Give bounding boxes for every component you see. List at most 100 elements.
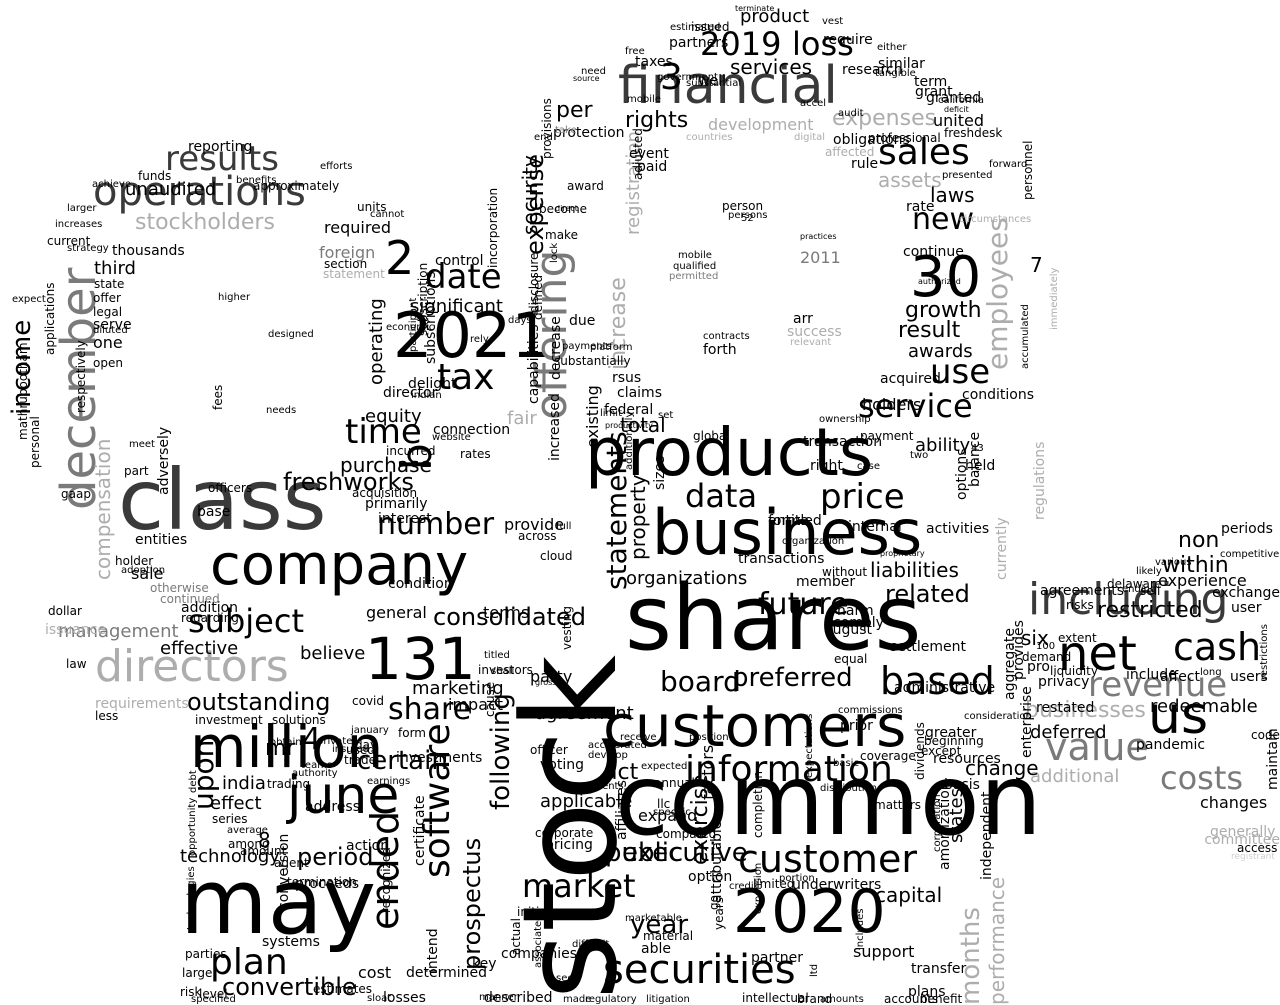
cloud-word: third	[94, 258, 136, 279]
cloud-word: redeemable	[1150, 696, 1258, 717]
cloud-word: within	[1162, 553, 1229, 578]
cloud-word: competitive	[1220, 549, 1280, 560]
cloud-word: laws	[930, 183, 975, 207]
cloud-word: partners	[669, 35, 729, 51]
cloud-word: 131	[365, 625, 476, 693]
cloud-word: private	[317, 736, 353, 747]
cloud-word: freshdesk	[944, 126, 1003, 140]
cloud-word: make	[545, 228, 578, 242]
cloud-word: 2020	[733, 877, 886, 947]
cloud-word: 2021	[393, 299, 551, 372]
cloud-word: users	[1230, 669, 1268, 685]
cloud-word: held	[965, 458, 996, 474]
cloud-word: california	[938, 95, 985, 106]
cloud-word: annual	[654, 776, 695, 790]
cloud-word: consideration	[964, 711, 1032, 722]
cloud-word: become	[539, 202, 588, 216]
cloud-word: position	[689, 732, 729, 743]
cloud-word: vest	[822, 16, 844, 27]
cloud-word: security	[518, 155, 542, 235]
cloud-word: officers	[208, 481, 253, 495]
cloud-word: digital	[794, 132, 826, 143]
cloud-word: plan	[210, 942, 288, 983]
cloud-word: determined	[406, 965, 488, 981]
cloud-word: continue	[903, 244, 964, 260]
cloud-word: termination	[287, 875, 357, 889]
cloud-word: non	[1178, 528, 1220, 553]
cloud-word: user	[1231, 600, 1262, 616]
cloud-word: direct	[555, 204, 578, 213]
cloud-word: recognized	[379, 847, 393, 913]
cloud-word: rates	[460, 447, 491, 461]
cloud-word: open	[93, 356, 123, 370]
cloud-word: statement	[323, 267, 385, 281]
cloud-word: requirements	[95, 696, 189, 712]
cloud-word: assets	[878, 168, 942, 192]
cloud-word: source	[573, 74, 600, 83]
cloud-word: systems	[262, 934, 320, 950]
cloud-word: rsus	[612, 370, 642, 386]
cloud-word: global	[693, 429, 730, 443]
cloud-word: shares	[625, 566, 922, 671]
cloud-word: technology	[180, 846, 280, 867]
cloud-word: expect	[12, 294, 46, 305]
cloud-word: stockholders	[135, 210, 275, 235]
cloud-word: state	[94, 277, 125, 291]
cloud-word: forward	[989, 159, 1028, 170]
cloud-word: operations	[93, 169, 306, 215]
cloud-word: earnings	[367, 776, 411, 787]
cloud-word: services	[730, 55, 813, 79]
cloud-word: law	[66, 657, 87, 671]
cloud-word: costs	[1160, 759, 1244, 797]
cloud-word: due	[569, 313, 596, 329]
cloud-word: mathrubootham	[16, 342, 30, 440]
cloud-word: products	[585, 414, 874, 491]
cloud-word: acquired	[880, 371, 941, 387]
cloud-word: vesting	[560, 606, 574, 650]
cloud-word: increased	[547, 393, 563, 461]
cloud-word: part	[124, 464, 149, 478]
cloud-word: restricted	[1097, 598, 1203, 623]
cloud-word: terminate	[735, 4, 775, 13]
cloud-word: difficult	[572, 939, 610, 950]
cloud-word: offer	[93, 291, 121, 305]
cloud-word: respectively	[74, 340, 88, 413]
cloud-word: intellectual	[742, 991, 809, 1005]
cloud-word: deficit	[944, 105, 969, 114]
cloud-word: product	[740, 6, 810, 27]
cloud-word: prospectus	[458, 837, 486, 970]
cloud-word: presented	[942, 170, 993, 181]
cloud-word: mr	[265, 736, 296, 761]
cloud-word: audit	[838, 108, 864, 119]
cloud-word: limited	[753, 877, 795, 891]
cloud-word: option	[688, 869, 733, 885]
cloud-word: large	[182, 966, 213, 980]
cloud-word: forth	[703, 342, 737, 358]
cloud-word: january	[351, 725, 389, 736]
cloud-word: agreements	[1040, 583, 1125, 599]
cloud-word: value	[1045, 725, 1149, 769]
cloud-word: internal	[848, 519, 902, 535]
cloud-word: opportunity	[187, 797, 198, 856]
cloud-word: june	[287, 766, 400, 826]
cloud-word: performance	[985, 876, 1009, 1005]
cloud-word: pandemic	[1136, 737, 1206, 753]
cloud-word: incorporation	[486, 187, 500, 268]
cloud-word: beginning	[924, 734, 984, 748]
cloud-word: months	[956, 907, 986, 1005]
cloud-word: federal	[604, 402, 654, 418]
cloud-word: 100	[1036, 641, 1056, 652]
cloud-word: payments	[562, 341, 612, 352]
cloud-word: access	[1237, 841, 1278, 855]
cloud-word: awards	[908, 341, 973, 362]
cloud-word: brand	[797, 992, 833, 1005]
cloud-word: taxes	[635, 54, 673, 70]
cloud-word: maintain	[1265, 728, 1280, 790]
cloud-word: specific	[653, 807, 691, 818]
cloud-word: resources	[933, 751, 1001, 767]
cloud-word: person	[722, 199, 764, 213]
cloud-word: risk	[180, 985, 202, 999]
cloud-word: believe	[300, 643, 366, 664]
cloud-word: interest	[378, 511, 432, 527]
